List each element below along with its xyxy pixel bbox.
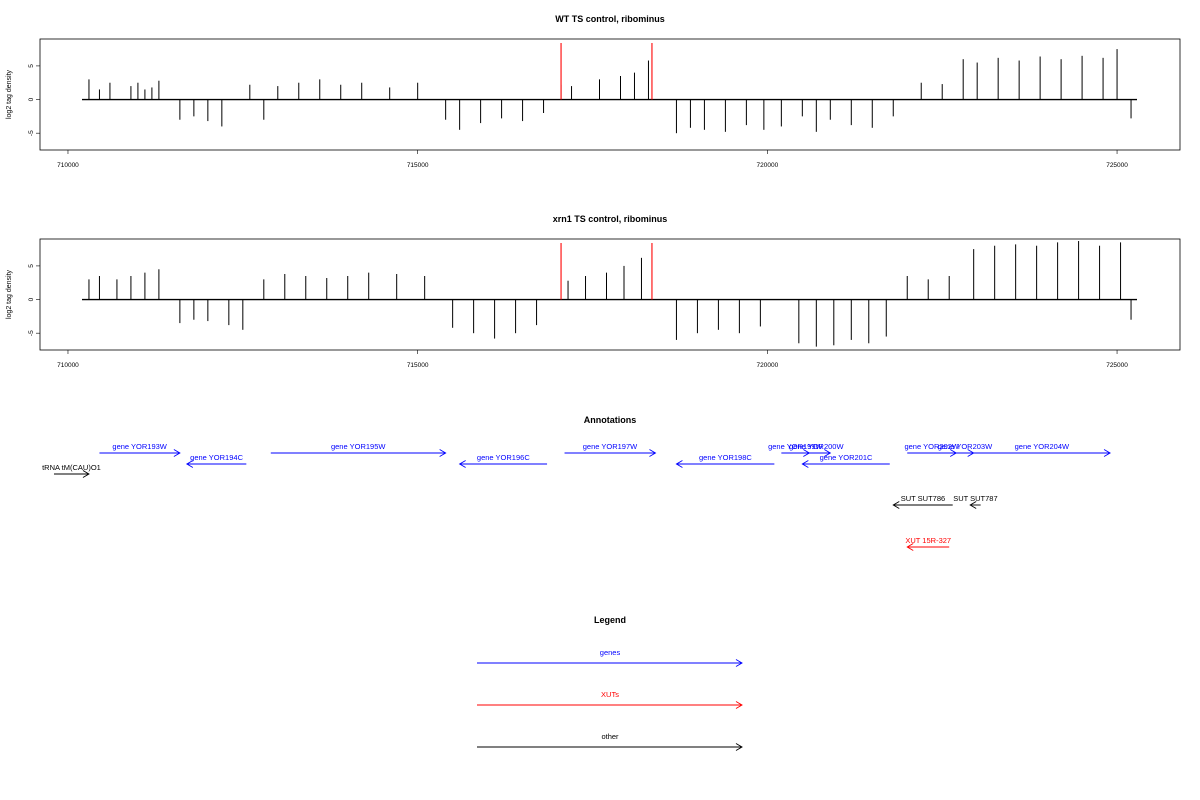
feature-label: gene YOR197W	[583, 442, 638, 451]
annotation-features: gene YOR193W gene YOR194C gene YOR195W gene…	[42, 442, 1111, 551]
legend-title: Legend	[594, 615, 626, 625]
feature-label: gene YOR195W	[331, 442, 386, 451]
feature-label: SUT SUT786	[901, 494, 945, 503]
x-tick-label: 725000	[1106, 162, 1128, 169]
arrow-head	[735, 659, 743, 667]
legend-label: other	[601, 732, 619, 741]
annotation-feature: gene YOR201C	[801, 453, 890, 468]
annotation-feature: gene YOR203W	[938, 442, 993, 457]
annotation-feature: gene YOR197W	[564, 442, 657, 457]
annotation-feature: gene YOR196C	[458, 453, 548, 468]
annotation-feature: XUT 15R-327	[905, 536, 951, 551]
legend-entry: other	[477, 732, 743, 751]
feature-label: SUT SUT787	[953, 494, 997, 503]
y-axis-label: log2 tag density	[6, 269, 13, 319]
x-tick-label: 715000	[407, 162, 429, 169]
x-tick-label: 720000	[757, 362, 779, 369]
density-panels: WT TS control, ribominus log2 tag density…	[6, 14, 1181, 369]
feature-label: gene YOR203W	[938, 442, 993, 451]
arrow-head	[1103, 449, 1111, 457]
feature-label: tRNA tM(CAU)O1	[42, 463, 101, 472]
plot-frame	[39, 238, 1181, 351]
annotation-feature: SUT SUT786	[892, 494, 953, 509]
arrow-head	[173, 449, 181, 457]
feature-label: gene YOR201C	[820, 453, 873, 462]
feature-label: gene YOR199W	[768, 442, 823, 451]
y-tick-label: 0	[28, 97, 35, 101]
density-panel: WT TS control, ribominus log2 tag density…	[6, 14, 1181, 169]
feature-label: XUT 15R-327	[905, 536, 951, 545]
annotation-feature: gene YOR198C	[675, 453, 775, 468]
annotation-feature: tRNA tM(CAU)O1	[42, 463, 101, 478]
legend-entry: genes	[477, 648, 743, 667]
y-tick-label: -5	[28, 130, 35, 136]
x-tick-label: 710000	[57, 362, 79, 369]
density-panel: xrn1 TS control, ribominus log2 tag densi…	[6, 214, 1181, 369]
feature-label: gene YOR193W	[112, 442, 167, 451]
x-tick-label: 720000	[757, 162, 779, 169]
arrow-head	[649, 449, 657, 457]
annotations-title: Annotations	[584, 415, 637, 425]
arrow-head	[458, 460, 466, 468]
panel-title: xrn1 TS control, ribominus	[553, 214, 668, 224]
legend: Legend genes XUTs other	[477, 615, 743, 751]
annotation-feature: gene YOR200W	[789, 442, 844, 457]
y-tick-label: 5	[28, 264, 35, 268]
annotation-feature: gene YOR193W	[99, 442, 181, 457]
feature-label: gene YOR196C	[477, 453, 530, 462]
x-tick-label: 725000	[1106, 362, 1128, 369]
feature-label: gene YOR198C	[699, 453, 752, 462]
arrow-head	[892, 501, 900, 509]
annotation-feature: SUT SUT787	[953, 494, 998, 509]
feature-label: gene YOR202W	[904, 442, 959, 451]
legend-entry: XUTs	[477, 690, 743, 709]
annotation-feature: gene YOR195W	[270, 442, 447, 457]
y-axis-label: log2 tag density	[6, 69, 13, 119]
y-tick-label: 5	[28, 64, 35, 68]
arrow-head	[735, 701, 743, 709]
feature-label: gene YOR204W	[1015, 442, 1070, 451]
y-tick-label: -5	[28, 330, 35, 336]
legend-label: genes	[600, 648, 621, 657]
x-tick-label: 710000	[57, 162, 79, 169]
arrow-head	[824, 449, 832, 457]
arrow-head	[801, 460, 809, 468]
legend-label: XUTs	[601, 690, 619, 699]
arrow-head	[439, 449, 447, 457]
arrow-head	[82, 470, 90, 478]
y-tick-label: 0	[28, 297, 35, 301]
legend-entries: genes XUTs other	[477, 648, 743, 751]
panel-title: WT TS control, ribominus	[555, 14, 665, 24]
annotation-feature: gene YOR204W	[973, 442, 1111, 457]
x-tick-label: 715000	[407, 362, 429, 369]
feature-label: gene YOR194C	[190, 453, 243, 462]
plot-frame	[39, 38, 1181, 151]
arrow-head	[969, 501, 977, 509]
annotation-feature: gene YOR194C	[185, 453, 247, 468]
arrow-head	[675, 460, 683, 468]
arrow-head	[735, 743, 743, 751]
arrow-head	[906, 543, 914, 551]
arrow-head	[185, 460, 194, 468]
feature-label: gene YOR200W	[789, 442, 844, 451]
